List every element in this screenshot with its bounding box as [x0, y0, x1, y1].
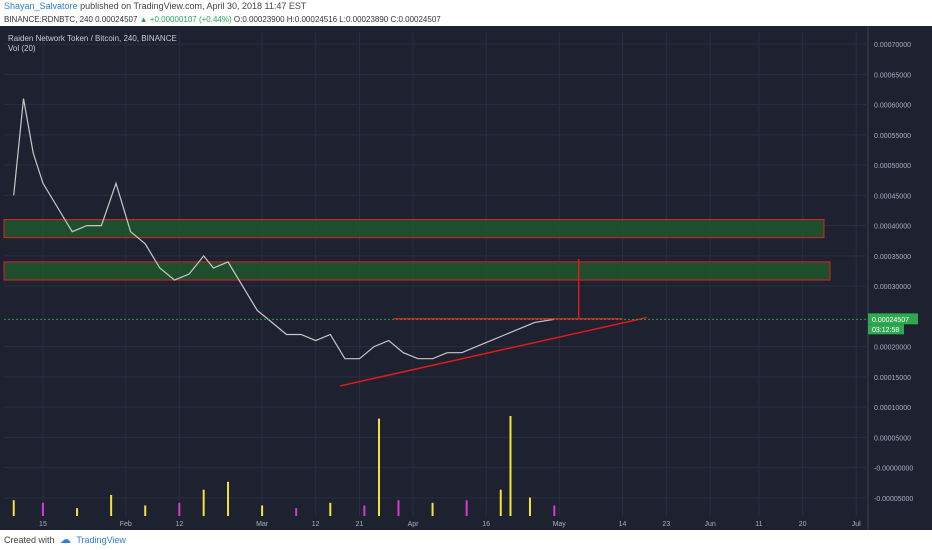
x-tick-label: 15 [39, 521, 47, 528]
y-tick-label: 0.00015000 [874, 375, 911, 382]
price-line [13, 98, 555, 360]
y-tick-label: 0.00070000 [874, 42, 911, 49]
volume-bar [41, 502, 44, 516]
price-chart[interactable]: 0.00070000 0.00065000 0.00060000 0.00055000… [0, 26, 932, 530]
y-tick-label: 0.00030000 [874, 284, 911, 291]
countdown-tag [868, 324, 904, 335]
y-tick-label: 0.00050000 [874, 163, 911, 170]
chart-legend-title: Raiden Network Token / Bitcoin, 240, BIN… [8, 34, 177, 43]
x-tick-label: 14 [619, 521, 627, 528]
symbol-line: BINANCE:RDNBTC, 240 0.00024507 ▲ +0.0000… [0, 14, 932, 26]
y-tick-label: 0.00020000 [874, 345, 911, 352]
price-change: ▲ +0.00000107 (+0.44%) [139, 15, 232, 24]
volume-bar [528, 497, 531, 516]
publish-line: Shayan_Salvatore published on TradingVie… [0, 0, 932, 14]
publish-info: published on TradingView.com, April 30, … [80, 1, 307, 11]
x-tick-label: 12 [175, 521, 183, 528]
volume-bar [553, 505, 556, 516]
y-tick-label: 0.00005000 [874, 435, 911, 442]
volume-bar [178, 502, 181, 516]
x-tick-label: 23 [662, 521, 670, 528]
volume-bar [261, 505, 264, 516]
volume-bar [110, 494, 113, 516]
x-tick-label: Jun [705, 521, 716, 528]
supply-zone[interactable] [3, 261, 831, 281]
y-tick-label: -0.00000000 [874, 466, 913, 473]
footer: Created with ☁ TradingView [0, 530, 932, 550]
x-tick-label: Jul [852, 521, 861, 528]
y-tick-label: 0.00035000 [874, 254, 911, 261]
volume-bar [76, 508, 79, 516]
y-tick-label: 0.00055000 [874, 133, 911, 140]
last-price-tag [868, 313, 918, 325]
x-tick-label: Mar [256, 521, 269, 528]
tradingview-brand[interactable]: TradingView [76, 535, 126, 545]
volume-bar [12, 500, 15, 516]
y-tick-label: 0.00065000 [874, 72, 911, 79]
created-with-label: Created with [4, 535, 55, 545]
x-tick-label: Apr [408, 521, 420, 528]
supply-zones [3, 219, 831, 281]
volume-legend: Vol (20) [8, 44, 36, 53]
annotations [4, 258, 866, 387]
volume-bar [465, 500, 468, 516]
volume-bars [12, 416, 556, 516]
y-tick-label: 0.00010000 [874, 405, 911, 412]
volume-bar [431, 502, 434, 516]
last-price-tag-label: 0.00024507 [872, 317, 909, 324]
volume-bar [363, 505, 366, 516]
last-price: 0.00024507 [95, 15, 138, 24]
volume-bar [397, 500, 400, 516]
x-tick-label: 20 [799, 521, 807, 528]
y-tick-label: 0.00045000 [874, 193, 911, 200]
volume-bar [377, 418, 380, 516]
author-link[interactable]: Shayan_Salvatore [4, 1, 78, 11]
x-tick-label: 21 [356, 521, 364, 528]
chart-panel[interactable]: 0.00070000 0.00065000 0.00060000 0.00055000… [0, 26, 932, 530]
volume-bar [499, 489, 502, 516]
x-tick-label: May [553, 521, 567, 528]
price-axis[interactable]: 0.00070000 0.00065000 0.00060000 0.00055000… [868, 42, 918, 503]
supply-zone[interactable] [3, 219, 825, 239]
x-tick-label: 11 [755, 521, 762, 528]
y-tick-label: 0.00040000 [874, 224, 911, 231]
x-tick-label: 12 [312, 521, 320, 528]
rising-trendline[interactable] [339, 316, 648, 387]
symbol-label: BINANCE:RDNBTC, 240 [4, 15, 93, 24]
x-tick-label: 16 [482, 521, 490, 528]
x-tick-label: Feb [120, 521, 132, 528]
price-series [13, 98, 555, 360]
time-axis[interactable]: 15 Feb 12 Mar 12 21 Apr 16 May 14 23 Jun 11 20 Jul [39, 521, 861, 528]
volume-bar [329, 502, 332, 516]
volume-bar [295, 508, 298, 516]
y-tick-label: 0.00060000 [874, 103, 911, 110]
ohlc-values: O:0.00023900 H:0.00024516 L:0.00023890 C… [233, 15, 441, 24]
volume-bar [509, 416, 512, 516]
volume-bar [202, 489, 205, 516]
tradingview-logo-icon: ☁ [60, 534, 72, 546]
volume-bar [227, 481, 230, 516]
volume-bar [144, 505, 147, 516]
countdown-label: 03:12:58 [872, 327, 899, 334]
y-tick-label: -0.00005000 [874, 496, 913, 503]
